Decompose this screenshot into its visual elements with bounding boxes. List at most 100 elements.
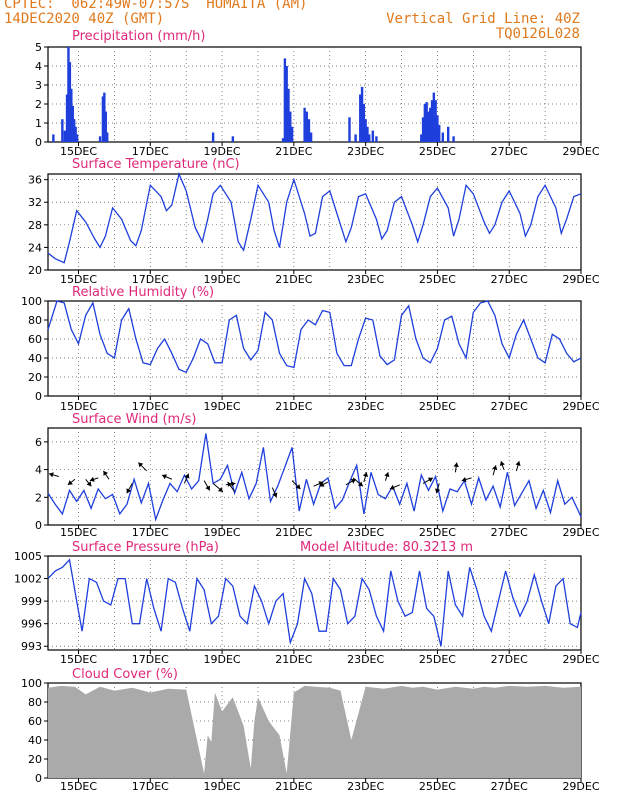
y-tick-label: 100 — [21, 677, 42, 690]
header-grid-note: Vertical Grid Line: 40Z — [386, 11, 580, 27]
y-tick-label: 32 — [28, 196, 42, 209]
header-date: 14DEC2020 40Z (GMT) — [4, 11, 165, 27]
wind-arrow-head — [319, 481, 325, 487]
precip-bar — [281, 138, 285, 142]
precip-bar — [371, 130, 375, 142]
precip-bar — [309, 132, 313, 142]
y-tick-label: 2 — [35, 491, 42, 504]
x-tick-label: 23DEC — [347, 780, 384, 793]
precip-bar — [103, 92, 106, 142]
panel-1: 20 24 28 32 36 15DEC 17DEC 19DEC 21DEC 23DEC 25DEC… — [28, 157, 600, 286]
x-tick-label: 25DEC — [419, 145, 456, 158]
precip-bar — [348, 117, 351, 142]
x-tick-label: 23DEC — [347, 400, 384, 413]
x-tick-label: 25DEC — [419, 400, 456, 413]
precip-bar — [366, 126, 369, 142]
x-tick-label: 29DEC — [562, 526, 599, 539]
x-tick-label: 21DEC — [275, 400, 312, 413]
series-line — [47, 433, 582, 522]
x-tick-label: 27DEC — [491, 780, 528, 793]
y-tick-label: 4 — [35, 464, 42, 477]
wind-arrow-head — [389, 484, 395, 490]
panel-title: Surface Temperature (nC) — [72, 157, 240, 172]
plot-frame — [47, 173, 582, 271]
precip-bar — [290, 126, 294, 142]
wind-arrow-head — [230, 481, 236, 487]
y-tick-label: 20 — [28, 753, 42, 766]
y-tick-label: 20 — [28, 264, 42, 277]
precip-bar — [436, 115, 439, 142]
x-tick-label: 17DEC — [132, 780, 169, 793]
y-tick-label: 20 — [28, 371, 42, 384]
x-tick-label: 15DEC — [60, 145, 97, 158]
wind-arrow-head — [162, 474, 167, 480]
panel-title: Relative Humidity (%) — [72, 285, 214, 300]
precip-bar — [74, 126, 77, 142]
model-altitude-annotation: Model Altitude: 80.3213 m — [300, 540, 473, 555]
panel-4: 993 996 999 1002 1005 15DEC 17DEC 19DEC 21DEC 23D… — [14, 540, 600, 666]
precip-bar — [438, 124, 441, 142]
y-tick-label: 28 — [28, 219, 42, 232]
panel-5: 0 20 40 60 80 100 15DEC 17DEC 19DEC 21DEC 23DEC 25D… — [21, 667, 600, 793]
precip-bar — [63, 130, 67, 142]
x-tick-label: 25DEC — [419, 780, 456, 793]
y-tick-label: 0 — [35, 390, 42, 403]
wind-arrow-head — [67, 480, 73, 485]
precip-bar — [452, 136, 455, 142]
precip-bar — [285, 66, 288, 142]
y-tick-label: 2 — [35, 98, 42, 111]
panel-title: Surface Pressure (hPa) — [72, 540, 219, 555]
wind-arrow-head — [103, 470, 108, 476]
wind-arrow-head — [492, 465, 498, 471]
x-tick-label: 23DEC — [347, 653, 384, 666]
wind-arrow-head — [184, 473, 190, 479]
y-tick-label: 40 — [28, 352, 42, 365]
wind-arrow-head — [435, 488, 441, 494]
x-tick-label: 25DEC — [419, 526, 456, 539]
y-tick-label: 996 — [21, 618, 42, 631]
y-tick-label: 5 — [35, 41, 42, 54]
panel-title: Precipitation (mm/h) — [72, 29, 205, 44]
wind-arrow-head — [461, 476, 467, 483]
x-tick-label: 21DEC — [275, 653, 312, 666]
header-model-code: TQ0126L028 — [495, 26, 580, 42]
panel-2: 0 20 40 60 80 100 15DEC 17DEC 19DEC 21DEC 23DEC 25D… — [21, 285, 600, 413]
x-tick-label: 29DEC — [562, 780, 599, 793]
y-tick-label: 999 — [21, 595, 42, 608]
x-tick-label: 21DEC — [275, 526, 312, 539]
wind-arrow-head — [384, 472, 390, 478]
x-tick-label: 19DEC — [204, 400, 241, 413]
series-line — [47, 171, 582, 264]
x-tick-label: 23DEC — [347, 526, 384, 539]
wind-arrow-head — [427, 477, 433, 483]
precip-bar — [75, 134, 79, 142]
x-tick-label: 27DEC — [491, 653, 528, 666]
wind-arrow-head — [453, 462, 459, 468]
precip-bar — [71, 105, 74, 142]
wind-arrow-head — [227, 481, 233, 487]
panel-title: Surface Wind (m/s) — [72, 412, 196, 427]
wind-arrow-head — [86, 481, 92, 487]
plot-frame — [47, 427, 582, 526]
precip-bar — [421, 117, 425, 142]
precip-bar — [101, 96, 105, 142]
precip-bar — [364, 119, 367, 142]
precip-bar — [368, 134, 371, 142]
x-tick-label: 21DEC — [275, 145, 312, 158]
cloud-cover-area — [48, 685, 581, 778]
y-tick-label: 0 — [35, 772, 42, 785]
x-tick-label: 27DEC — [491, 145, 528, 158]
precip-bar — [307, 119, 311, 142]
y-tick-label: 1005 — [14, 550, 42, 563]
panel-3: 0 2 4 6 15DEC 17DEC 19DEC 21DEC 23DEC 25DEC 27DEC 2… — [35, 412, 600, 539]
precip-bar — [423, 104, 427, 142]
y-tick-label: 993 — [21, 640, 42, 653]
x-tick-label: 23DEC — [347, 273, 384, 286]
y-tick-label: 6 — [35, 436, 42, 449]
precip-bar — [104, 111, 107, 142]
wind-arrow-head — [89, 476, 95, 482]
wind-arrow-head — [362, 472, 369, 478]
precip-bar — [446, 126, 450, 142]
x-tick-label: 21DEC — [275, 273, 312, 286]
wind-arrow-head — [357, 481, 363, 487]
